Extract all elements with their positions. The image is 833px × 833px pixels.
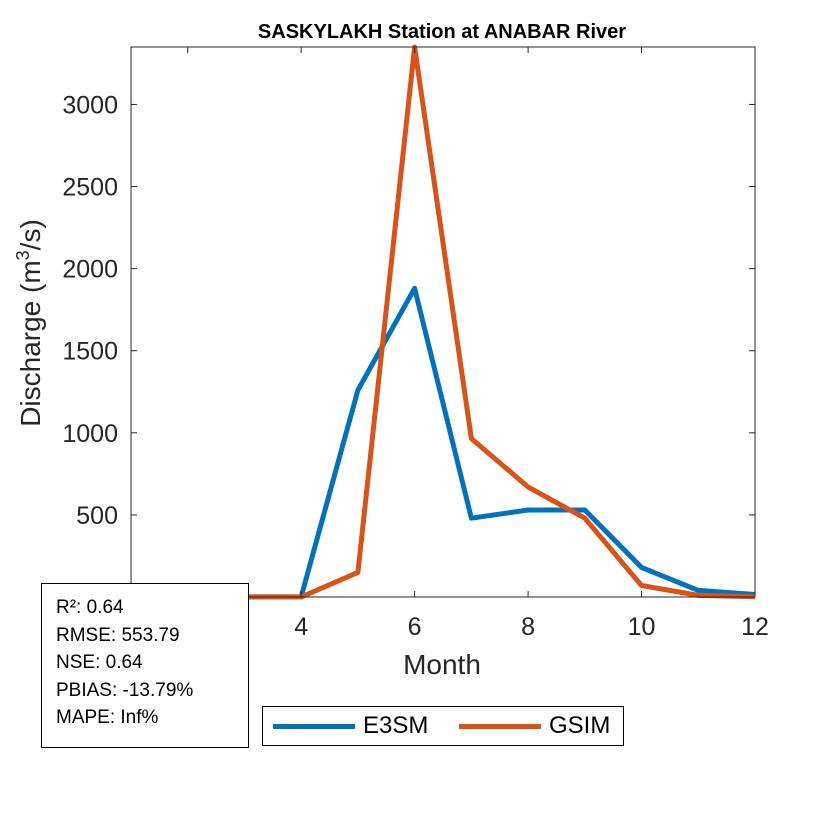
y-axis-label-suffix: /s) [15,219,46,250]
y-tick-label-3000: 3000 [62,91,118,119]
legend-swatch-e3sm [273,723,355,729]
stat-mape: MAPE: Inf% [56,707,159,728]
series-line-gsim [130,44,756,600]
legend-swatch-gsim [459,723,541,729]
legend-label-gsim: GSIM [549,712,611,739]
legend-item-gsim: GSIM [459,707,610,745]
series-line-e3sm [130,285,756,600]
y-axis-label: Discharge (m3/s) [13,219,46,427]
y-tick-label-2000: 2000 [62,256,118,284]
axes-box [130,46,756,598]
legend-item-e3sm: E3SM [273,707,428,745]
stat-r2: R²: 0.64 [56,597,124,618]
y-tick-label-2500: 2500 [62,174,118,202]
x-tick-label-8: 8 [521,613,535,641]
y-tick-label-1500: 1500 [62,338,118,366]
y-tick-label-500: 500 [76,502,118,530]
y-axis-label-main: Discharge (m [15,260,46,426]
x-axis-label: Month [403,649,481,680]
legend: E3SM GSIM [262,706,624,746]
chart-title: SASKYLAKH Station at ANABAR River [258,21,626,43]
legend-label-e3sm: E3SM [363,712,429,739]
stat-rmse: RMSE: 553.79 [56,624,180,646]
x-tick-label-10: 10 [628,613,656,641]
stat-nse: NSE: 0.64 [56,652,143,673]
x-tick-label-12: 12 [741,613,769,641]
stat-pbias: PBIAS: -13.79% [56,679,194,701]
x-tick-label-6: 6 [408,613,422,641]
x-tick-label-4: 4 [294,613,308,641]
stats-box: R²: 0.64 RMSE: 553.79 NSE: 0.64 PBIAS: -… [41,583,249,748]
y-tick-label-1000: 1000 [62,420,118,448]
y-axis-label-superscript: 3 [13,250,33,260]
plot-area: 2468101250010001500200025003000 [62,44,769,641]
